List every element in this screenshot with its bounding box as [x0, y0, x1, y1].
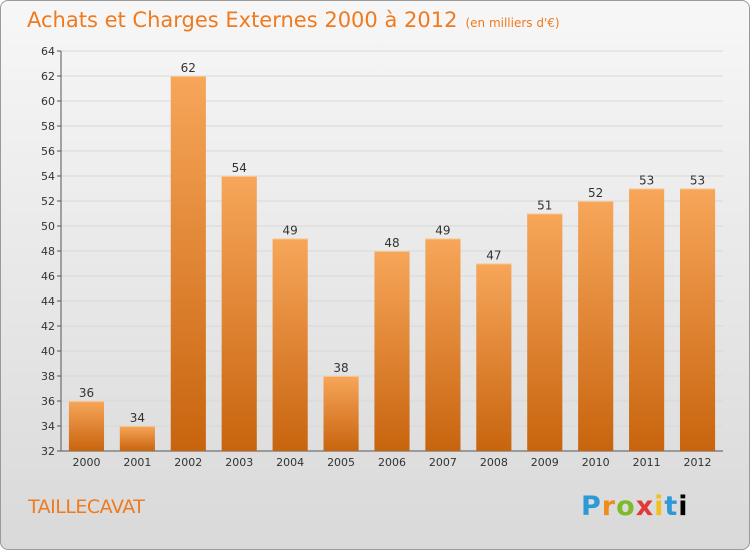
data-label-2006: 48 [384, 236, 399, 250]
x-tick-label: 2008 [480, 456, 508, 469]
data-label-2012: 53 [690, 174, 705, 188]
chart-title: Achats et Charges Externes 2000 à 2012 (e… [27, 8, 560, 32]
x-tick-label: 2010 [582, 456, 610, 469]
y-tick-label: 46 [41, 270, 55, 283]
chart-subtitle: (en milliers d'€) [465, 16, 560, 30]
bar-2006 [374, 251, 410, 451]
bar-2002 [170, 76, 206, 451]
bar-2005 [323, 376, 359, 451]
bar-2010 [578, 201, 614, 451]
y-tick-label: 42 [41, 320, 55, 333]
y-tick-label: 38 [41, 370, 55, 383]
y-tick-label: 32 [41, 445, 55, 458]
x-tick-label: 2003 [225, 456, 253, 469]
commune-name: TAILLECAVAT [28, 496, 145, 518]
x-tick-label: 2002 [174, 456, 202, 469]
x-tick-label: 2006 [378, 456, 406, 469]
labels: 32 34 36 38 40 42 44 46 48 50 52 54 56 58 60 62 64 36 2000… [41, 45, 712, 469]
bar-2012 [679, 188, 716, 451]
data-label-2008: 47 [486, 249, 501, 263]
x-tick-label: 2011 [633, 456, 661, 469]
data-label-2011: 53 [639, 174, 654, 188]
y-tick-label: 34 [41, 420, 55, 433]
x-tick-label: 2000 [72, 456, 100, 469]
x-tick-label: 2007 [429, 456, 457, 469]
data-label-2005: 38 [333, 361, 348, 375]
y-tick-label: 40 [41, 345, 55, 358]
bars [68, 76, 716, 451]
data-label-2000: 36 [79, 386, 94, 400]
y-tick-label: 56 [41, 145, 55, 158]
x-tick-label: 2004 [276, 456, 304, 469]
y-tick-label: 60 [41, 95, 55, 108]
y-tick-label: 44 [41, 295, 55, 308]
data-label-2002: 62 [181, 61, 196, 75]
y-tick-label: 62 [41, 70, 55, 83]
bar-2003 [221, 176, 257, 451]
bar-2001 [119, 426, 155, 451]
y-tick-label: 36 [41, 395, 55, 408]
y-tick-label: 54 [41, 170, 55, 183]
y-tick-label: 64 [41, 45, 55, 58]
y-tick-label: 52 [41, 195, 55, 208]
x-tick-label: 2005 [327, 456, 355, 469]
data-label-2009: 51 [537, 199, 552, 213]
bar-2008 [476, 263, 512, 451]
data-label-2003: 54 [232, 161, 247, 175]
data-label-2007: 49 [435, 224, 450, 238]
proxiti-logo: Proxiti [581, 491, 689, 522]
y-tick-label: 58 [41, 120, 55, 133]
bar-2007 [425, 238, 461, 451]
y-tick-label: 50 [41, 220, 55, 233]
bar-2009 [527, 213, 563, 451]
bar-2011 [629, 188, 665, 451]
bar-2000 [68, 401, 105, 451]
x-tick-label: 2001 [123, 456, 151, 469]
bar-2004 [272, 238, 308, 451]
data-label-2001: 34 [130, 411, 145, 425]
data-label-2004: 49 [283, 224, 298, 238]
data-label-2010: 52 [588, 186, 603, 200]
y-tick-label: 48 [41, 245, 55, 258]
chart-title-text: Achats et Charges Externes 2000 à 2012 [27, 8, 458, 32]
x-tick-label: 2012 [684, 456, 712, 469]
x-tick-label: 2009 [531, 456, 559, 469]
